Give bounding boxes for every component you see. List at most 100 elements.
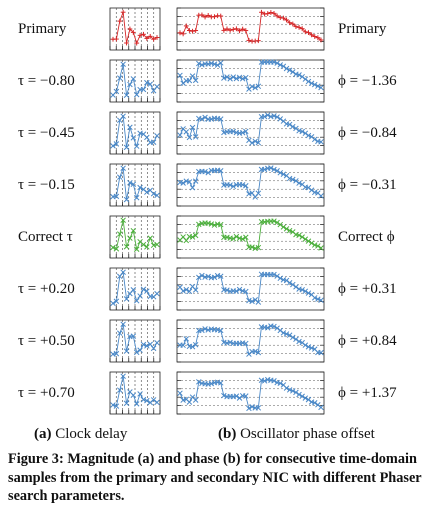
marker-x-b [277,116,284,122]
marker-x-b [311,242,318,248]
marker-x-b [246,191,252,197]
marker-x-b [224,74,230,80]
subcaption-b-tag: (b) [218,426,237,442]
marker-x-b [150,139,157,145]
marker-x-b [189,394,196,400]
panel-frame [176,163,325,207]
marker-x-b [280,224,287,230]
marker-x-b [246,405,252,412]
marker-x-b [123,348,130,354]
figure-caption: Figure 3: Magnitude (a) and phase (b) fo… [8,450,428,506]
marker-x-b [290,123,296,130]
marker-x-b [302,342,309,348]
marker-x-b [117,174,123,180]
marker-x-b [255,299,262,305]
marker-x-b [147,235,153,241]
marker-x-b [217,60,224,66]
marker-x-b [318,193,324,199]
marker-x-b [305,290,312,296]
marker-x-b [271,59,277,65]
magnitude-panel [109,59,161,103]
marker-x-b [230,74,237,80]
marker-x-b [211,61,218,67]
row-label-right: ϕ = −1.36 [338,73,397,89]
marker-x-b [315,83,321,89]
marker-x-b [243,234,249,241]
marker-x-b [147,341,153,348]
marker-x-b [192,397,199,403]
marker-x-b [293,284,299,290]
marker-x-b [255,83,262,90]
marker-x-b [308,345,315,351]
row-label-right: ϕ = +1.37 [338,385,397,401]
panel-frame [176,371,325,415]
row-label-right: Primary [338,21,387,37]
marker-x-b [133,349,140,356]
marker-x-b [113,403,120,409]
marker-x-b [117,75,123,81]
marker-x-b [277,380,284,387]
marker-x-b [293,389,299,396]
marker-x-b [154,133,160,139]
marker-x-b [246,137,252,144]
marker-x-b [252,85,258,91]
marker-x-b [236,74,243,81]
marker-x-b [243,288,249,295]
marker-x-b [154,192,160,199]
marker-x-b [189,234,196,240]
marker-x-b [255,405,262,411]
marker-x-b [202,168,208,175]
marker-x-b [302,288,309,294]
marker-x-b [130,181,137,188]
magnitude-panel [109,267,161,311]
marker-x-b [120,113,126,119]
marker-x-b [290,334,296,341]
marker-x-b [130,76,137,82]
marker-x-b [208,380,215,387]
marker-x-b [305,132,312,139]
marker-x-b [299,393,305,400]
marker-x-b [249,403,255,410]
marker-x-b [199,272,205,279]
marker-x-b [137,391,143,397]
marker-x-b [290,176,296,183]
marker-x-b [315,190,321,196]
marker-x-b [239,236,246,242]
panel-frame [176,319,325,363]
caption-text: Magnitude (a) and phase (b) for consecut… [8,451,422,504]
marker-x-b [264,325,271,331]
marker-x-b [286,280,293,286]
marker-x-b [271,271,277,278]
marker-x-b [274,379,280,386]
marker-x-b [110,244,116,251]
marker-x-b [243,340,249,347]
subcaption-a-text: Clock delay [55,426,128,442]
marker-x-b [239,129,246,136]
marker-x-b [154,399,160,406]
marker-x-b [274,60,280,66]
marker-x-b [318,404,324,411]
row-label-left: τ = −0.80 [18,73,75,89]
magnitude-panel [109,163,161,207]
marker-x-b [308,399,315,405]
marker-x-b [137,184,143,191]
marker-x-b [144,397,150,404]
marker-x-b [183,336,190,342]
marker-x-b [227,339,233,346]
marker-x-b [277,275,284,282]
marker-x-b [230,128,237,135]
marker-x-b [186,399,193,405]
marker-x-b [144,79,150,86]
marker-x-b [233,288,240,294]
subcaption-b: (b) Oscillator phase offset [218,426,375,443]
marker-x-b [271,378,277,384]
marker-x-b [296,72,302,78]
marker-x-b [274,219,280,226]
row-label-right: ϕ = +0.84 [338,333,397,349]
marker-x-b [252,297,258,303]
marker-x-b [123,296,130,302]
marker-x-b [221,75,227,81]
marker-x-b [286,227,293,234]
marker-x-b [180,397,186,403]
marker-x-b [127,235,133,241]
